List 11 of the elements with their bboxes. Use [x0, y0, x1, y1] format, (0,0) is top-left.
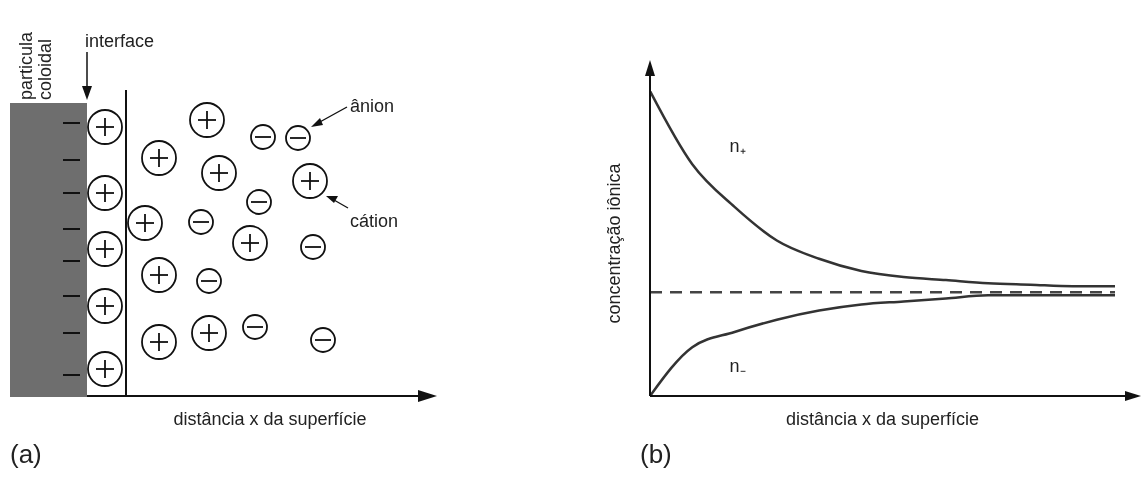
- text: ânion: [350, 96, 395, 116]
- x-axis-title: distância x da superfície: [785, 408, 980, 429]
- text: particula coloidal: [16, 30, 55, 100]
- text: interface: [85, 31, 155, 51]
- y-axis-title: concentração iônica: [604, 162, 625, 324]
- text: (a): [10, 439, 42, 469]
- series-label: n₊: [729, 135, 746, 156]
- series-label: n₋: [729, 355, 746, 376]
- text: cátion: [350, 211, 399, 231]
- text: (b): [640, 439, 672, 469]
- text: distância x da superfície: [173, 409, 367, 429]
